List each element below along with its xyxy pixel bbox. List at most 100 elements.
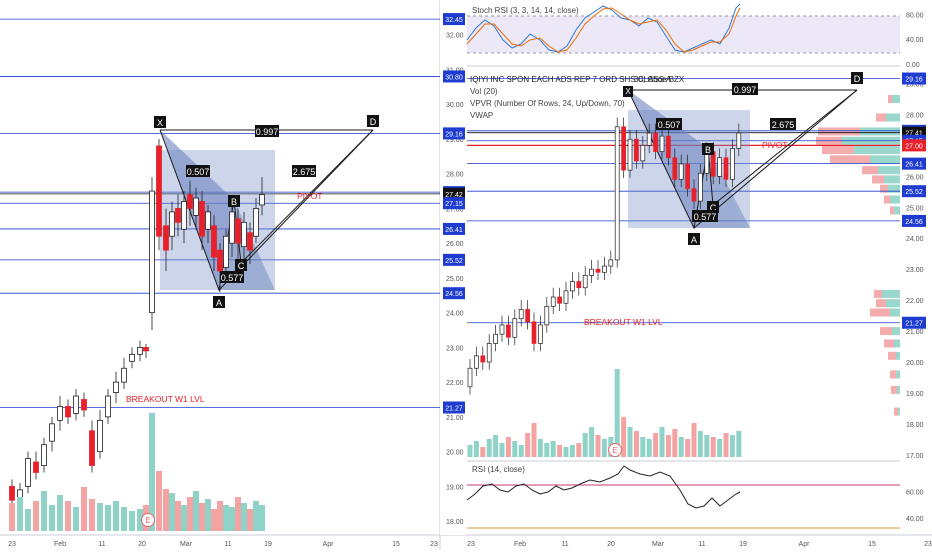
left-volume-bar-19: [156, 471, 162, 531]
right-volume-bar-19: [589, 427, 595, 457]
right-earnings-icon[interactable]: [608, 443, 622, 457]
right-candle-body-30: [659, 135, 665, 152]
right-level-tag-text-2: 27.41: [905, 131, 923, 138]
left-volume-bar-13: [113, 501, 119, 531]
left-candle-body-30: [223, 235, 229, 268]
stoch-band-fill: [467, 16, 900, 53]
right-x-tick-2: 11: [561, 541, 568, 548]
right-point-x-badge: [623, 86, 633, 97]
right-volume-bar-17: [576, 443, 582, 457]
vpvr-down-19: [894, 407, 898, 416]
right-candle-body-39: [717, 157, 722, 177]
left-earnings-icon[interactable]: [141, 513, 155, 527]
vpvr-up-10: [894, 206, 900, 215]
left-candle-body-9: [81, 399, 87, 411]
right-header: IQIYI INC SPON EACH ADS REP 7 ORD SHS CL…: [470, 75, 685, 120]
left-breakout-label: BREAKOUT W1 LVL: [126, 394, 205, 404]
right-y-tick-4: 21.00: [906, 329, 924, 336]
left-point-a-badge: [213, 296, 225, 308]
right-volume-bar-20: [595, 435, 601, 457]
left-level-tag-text-6: 26.41: [445, 227, 463, 234]
vpvr-down-14: [880, 327, 892, 336]
right-x-tick-7: Apr: [799, 541, 811, 548]
right-volume-bar-9: [525, 433, 531, 457]
right-point-b-badge: [702, 143, 714, 155]
right-candle-body-27: [640, 145, 646, 162]
left-volume-bar-29: [217, 501, 223, 531]
left-candle-body-14: [121, 367, 127, 383]
vpvr-down-7: [872, 175, 884, 184]
vpvr-down-5: [830, 155, 870, 164]
vpvr-up-4: [854, 146, 900, 155]
right-candle-body-9: [525, 309, 530, 323]
vpvr-down-8: [880, 184, 888, 193]
indicator-vpvr[interactable]: VPVR (Number Of Rows, 24, Up/Down, 70): [470, 99, 625, 108]
rsi-title: RSI (14, close): [472, 465, 525, 474]
right-volume-bar-28: [646, 439, 652, 457]
left-x-tick-3: 20: [138, 541, 146, 548]
right-volume-bar-12: [544, 443, 550, 457]
left-candle-body-17: [143, 347, 149, 352]
right-x-tick-8: 15: [868, 541, 876, 548]
right-point-b: B: [705, 145, 711, 155]
right-volume-bar-14: [557, 445, 563, 457]
left-x-tick-7: Apr: [323, 541, 335, 548]
vpvr-up-13: [890, 308, 900, 317]
left-volume-bar-4: [41, 491, 47, 531]
right-y-tick-6: 23.00: [906, 267, 924, 274]
right-level-tag-text-6: 25.52: [905, 189, 923, 196]
left-candle-body-34: [247, 232, 253, 251]
indicator-vol[interactable]: Vol (20): [470, 87, 498, 96]
vpvr-up-19: [898, 407, 900, 416]
left-time-axis: 23 Feb 11 20 Mar 11 19 Apr 15 23: [8, 541, 438, 548]
right-volume-bar-1: [473, 441, 479, 457]
right-level-tag-text-4: 27.00: [905, 143, 923, 150]
vpvr-up-9: [890, 195, 900, 204]
right-volume-bar-21: [601, 439, 607, 457]
vpvr-down-12: [876, 299, 886, 308]
right-x-tick-0: 23: [467, 541, 475, 548]
vpvr-down-18: [891, 385, 897, 394]
right-candle-body-12: [544, 305, 550, 326]
right-volume-bar-4: [493, 435, 499, 457]
left-x-tick-5: 11: [224, 541, 231, 548]
left-candle-body-12: [105, 395, 111, 418]
left-level-tag-text-1: 30.80: [445, 74, 463, 81]
right-candle-body-34: [685, 163, 690, 190]
left-point-c: C: [238, 261, 245, 271]
left-candle-body-20: [163, 225, 169, 251]
right-level-tag-text-5: 26.41: [905, 162, 923, 169]
left-x-tick-8: 15: [392, 541, 400, 548]
right-point-x: X: [625, 87, 631, 96]
left-x-tick-1: Feb: [54, 541, 66, 548]
right-volume-bar-18: [582, 433, 588, 457]
left-volume-bar-24: [187, 497, 193, 531]
right-x-tick-5: 11: [698, 541, 705, 548]
right-point-d-badge: [851, 72, 863, 84]
left-candle-body-31: [229, 211, 235, 244]
right-symbol-suffix: 30, Cboe BZX: [634, 75, 685, 84]
vpvr-up-12: [886, 299, 900, 308]
right-candle-body-7: [512, 318, 518, 338]
vpvr-down-13: [870, 308, 890, 317]
vpvr-up-16: [896, 351, 900, 360]
left-volume-bar-6: [57, 495, 63, 531]
left-x-tick-2: 11: [98, 541, 105, 548]
indicator-vwap[interactable]: VWAP: [470, 111, 493, 120]
right-level-tag-7: [902, 214, 926, 227]
left-x-tick-9: 23: [430, 541, 438, 548]
left-ratio-ac: 0.577: [221, 273, 244, 283]
left-level-tag-text-7: 25.52: [445, 258, 463, 265]
left-volume-bar-8: [73, 507, 79, 531]
left-point-a: A: [216, 298, 222, 308]
left-candle-body-8: [73, 395, 79, 414]
right-volume-bar-10: [531, 423, 537, 457]
left-candle-body-16: [137, 347, 143, 355]
left-volume-bar-7: [65, 501, 71, 531]
right-volume-bar-8: [518, 445, 524, 457]
left-ratio-xd: 0.997: [256, 127, 279, 137]
rsi-axis: 60.00 40.00: [906, 489, 924, 523]
vpvr-down-2: [818, 127, 860, 136]
right-pattern-xab: [628, 90, 708, 228]
